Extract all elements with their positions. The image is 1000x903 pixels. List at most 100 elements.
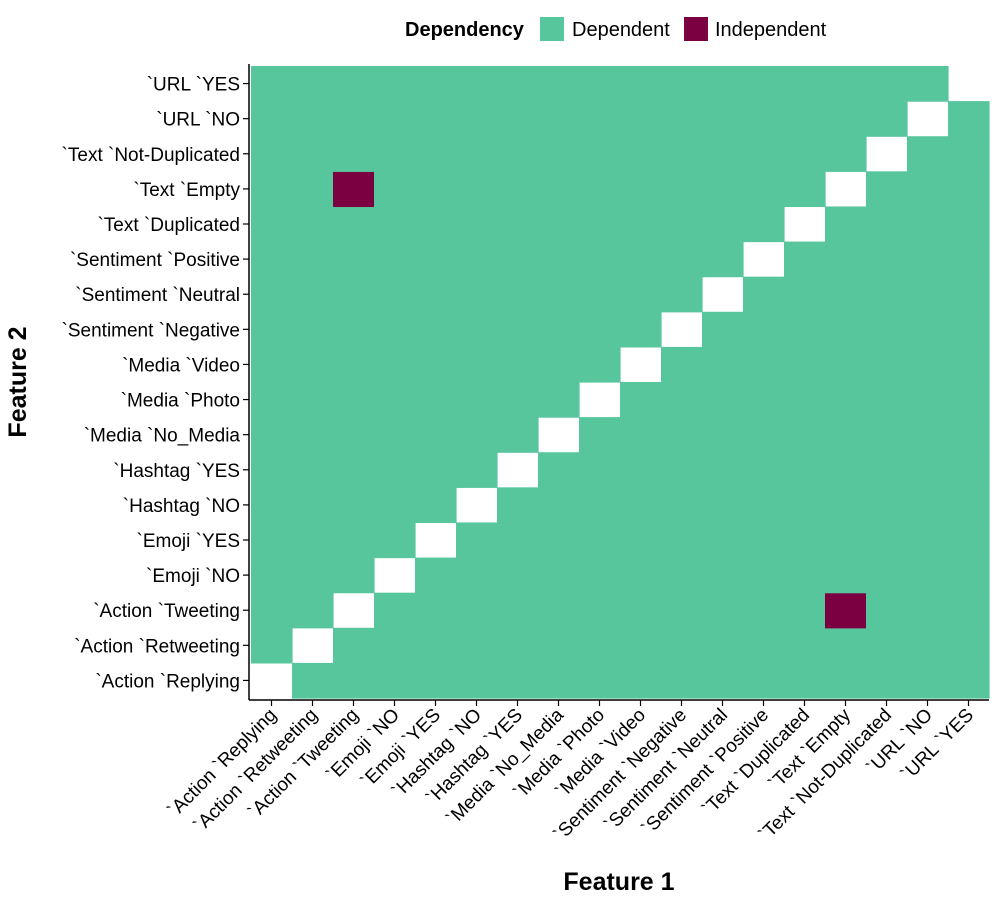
heatmap-cell: [620, 522, 662, 559]
heatmap-cell: [907, 276, 949, 313]
heatmap-cell: [333, 276, 375, 313]
heatmap-cell: [497, 276, 539, 313]
heatmap-cell: [784, 136, 826, 172]
heatmap-cell: [866, 627, 908, 664]
heatmap-cell: [251, 346, 293, 383]
y-tick-label: `Sentiment `Neutral: [75, 285, 240, 306]
heatmap-cell: [251, 452, 293, 488]
heatmap-cell: [333, 241, 375, 278]
heatmap-cell: [251, 557, 293, 594]
heatmap-cell: [907, 627, 949, 664]
heatmap-cell: [620, 382, 662, 418]
heatmap-cell: [620, 311, 662, 348]
heatmap-cell: [907, 311, 949, 348]
heatmap-cell: [907, 592, 949, 629]
heatmap-cell: [292, 276, 334, 313]
y-tick-label: `Text `Empty: [133, 180, 240, 201]
heatmap-cell: [948, 171, 990, 208]
heatmap-cell: [702, 592, 744, 629]
heatmap-cell: [825, 417, 867, 453]
heatmap-cell: [702, 382, 744, 418]
heatmap-cell: [620, 557, 662, 594]
heatmap-cell: [784, 487, 826, 524]
heatmap-cell: [866, 206, 908, 243]
heatmap-cell: [374, 627, 416, 664]
heatmap-cell: [702, 136, 744, 172]
heatmap-cell: [661, 101, 703, 137]
heatmap-cell: [743, 417, 785, 453]
heatmap-cell: [538, 136, 580, 172]
heatmap-cell: [620, 241, 662, 278]
heatmap-cell: [907, 382, 949, 418]
heatmap-cell: [784, 276, 826, 313]
heatmap-cell: [333, 417, 375, 453]
heatmap-cell: [907, 452, 949, 488]
y-tick-label: `Text `Not-Duplicated: [62, 145, 240, 166]
heatmap-cell: [292, 66, 334, 102]
y-tick-label: `Hashtag `NO: [123, 496, 240, 517]
y-tick-label: `Text `Duplicated: [97, 215, 240, 236]
heatmap-cell: [948, 627, 990, 664]
heatmap-cell: [620, 452, 662, 488]
y-tick-label: `Media `Video: [122, 355, 240, 376]
heatmap-cell: [743, 171, 785, 208]
heatmap-cell: [907, 66, 949, 102]
heatmap-cell: [743, 346, 785, 383]
heatmap-cell: [743, 592, 785, 629]
heatmap-cell: [497, 66, 539, 102]
heatmap-cell: [456, 101, 498, 137]
heatmap-cell: [866, 346, 908, 383]
heatmap-cell: [333, 206, 375, 243]
heatmap-cell: [702, 101, 744, 137]
heatmap-cell: [538, 452, 580, 488]
heatmap-cell: [374, 136, 416, 172]
heatmap-cell: [948, 487, 990, 524]
heatmap-cell: [866, 487, 908, 524]
heatmap-cell: [784, 346, 826, 383]
heatmap-cell: [948, 522, 990, 559]
heatmap-cell: [579, 276, 621, 313]
heatmap-cell: [415, 417, 457, 453]
heatmap-cell: [292, 346, 334, 383]
legend-swatch-independent: [684, 17, 708, 41]
heatmap-cell: [497, 346, 539, 383]
heatmap-cell: [907, 136, 949, 172]
heatmap-cell: [456, 452, 498, 488]
heatmap-cell: [497, 311, 539, 348]
heatmap-cell: [948, 452, 990, 488]
heatmap-cell: [866, 171, 908, 208]
heatmap-cell: [415, 101, 457, 137]
heatmap-cell: [661, 382, 703, 418]
x-axis-ticks: `Action `Replying`Action `Retweeting`Act…: [164, 700, 978, 846]
heatmap-cell: [251, 276, 293, 313]
heatmap-cell: [702, 487, 744, 524]
heatmap-cell: [948, 346, 990, 383]
heatmap-cell: [292, 662, 334, 699]
heatmap-cell: [743, 136, 785, 172]
y-tick-label: `Action `Replying: [95, 671, 240, 692]
heatmap-cell: [661, 627, 703, 664]
heatmap-cell: [702, 346, 744, 383]
heatmap-cell: [579, 592, 621, 629]
legend-label-independent: Independent: [715, 19, 827, 41]
heatmap-cell: [825, 66, 867, 102]
heatmap-cell: [579, 417, 621, 453]
heatmap-cell: [333, 627, 375, 664]
heatmap-cell: [579, 452, 621, 488]
y-tick-label: `Sentiment `Positive: [70, 250, 240, 271]
heatmap-cell: [456, 627, 498, 664]
heatmap-cell: [825, 452, 867, 488]
heatmap-cell: [702, 241, 744, 278]
heatmap-cell: [661, 522, 703, 559]
heatmap-cell: [251, 171, 293, 208]
y-tick-label: `Action `Retweeting: [74, 636, 240, 657]
heatmap-cell: [702, 522, 744, 559]
heatmap-cell: [784, 241, 826, 278]
heatmap-cell: [743, 311, 785, 348]
heatmap-cell: [702, 206, 744, 243]
heatmap-cell: [948, 311, 990, 348]
legend-label-dependent: Dependent: [572, 19, 670, 41]
heatmap-cell: [497, 206, 539, 243]
heatmap-cell: [251, 311, 293, 348]
heatmap-cell: [292, 487, 334, 524]
